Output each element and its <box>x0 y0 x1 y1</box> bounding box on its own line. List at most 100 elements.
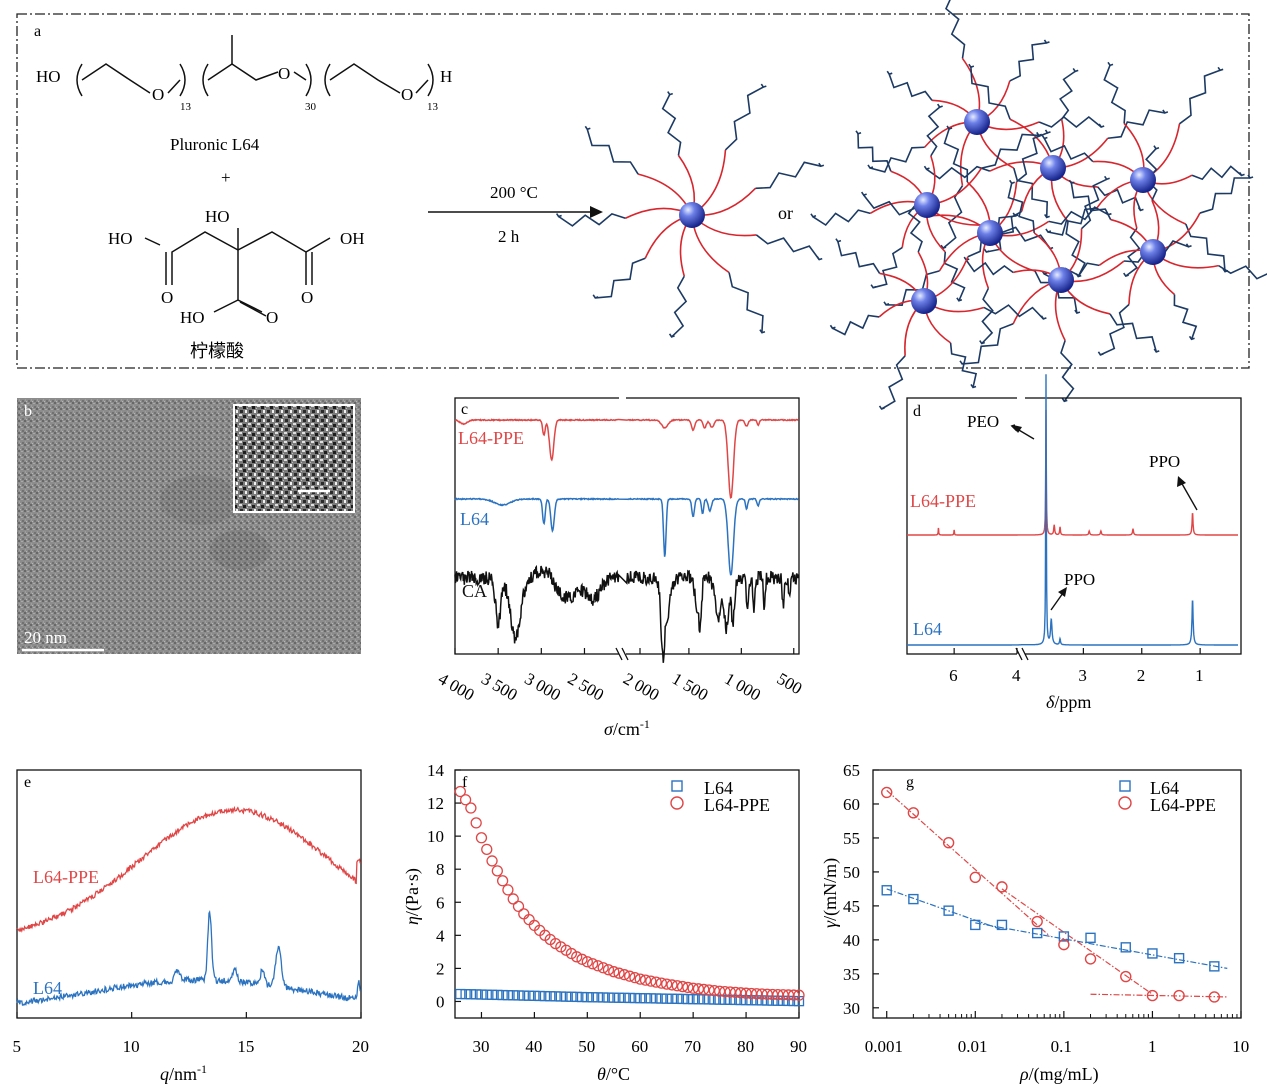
tem-inset <box>233 404 355 513</box>
visc-xtick: 80 <box>737 1037 754 1056</box>
visc-point-l64 <box>783 995 794 1007</box>
tens-ytick: 50 <box>843 863 860 882</box>
panel-g-frame <box>872 769 1242 1019</box>
visc-point-l64ppe <box>576 953 588 965</box>
visc-point-l64 <box>682 993 694 1005</box>
panel-e: e L64-PPE L64 5 10 15 20 q/nm-1 <box>13 769 369 1084</box>
tens-legend-marker-l64 <box>1119 780 1131 792</box>
visc-point-l64 <box>735 994 746 1006</box>
visc-point-l64 <box>613 992 625 1003</box>
visc-point-l64 <box>640 993 651 1004</box>
panel-a-label: a <box>34 23 41 40</box>
tens-point-l64ppe <box>1058 938 1070 951</box>
visc-point-l64ppe <box>486 855 498 867</box>
ann-ppo-bottom: PPO <box>1064 570 1095 589</box>
tens-point-l64 <box>1147 948 1158 959</box>
visc-point-l64ppe <box>666 979 678 991</box>
visc-point-l64 <box>619 992 630 1004</box>
saxs-series-l64ppe <box>16 805 361 933</box>
ftir-tick-label: 1 000 <box>721 669 764 705</box>
panel-b-label: b <box>24 403 32 420</box>
visc-point-l64 <box>465 989 477 1000</box>
panel-d-frame <box>906 397 1242 655</box>
tens-legend-marker-l64ppe <box>1118 796 1132 810</box>
ftir-series-l64 <box>454 497 800 576</box>
tens-point-l64 <box>943 905 954 916</box>
ftir-tick-label: 2 000 <box>620 669 663 705</box>
visc-point-l64 <box>656 993 667 1004</box>
tem-scale-text: 20 nm <box>24 628 67 647</box>
ftir-tick-label: 3 500 <box>478 669 521 705</box>
panel-a-frame <box>16 13 1250 369</box>
visc-ylabel: η/(Pa·s) <box>402 868 423 925</box>
visc-point-l64 <box>502 990 514 1001</box>
tens-ytick: 60 <box>843 795 860 814</box>
visc-point-l64 <box>529 990 540 1001</box>
tens-point-l64 <box>1209 961 1220 972</box>
visc-point-l64 <box>539 990 551 1002</box>
visc-point-l64ppe <box>676 980 689 993</box>
visc-point-l64ppe <box>602 964 615 976</box>
visc-point-l64ppe <box>518 908 530 920</box>
network-core <box>1040 155 1066 181</box>
nmr-label-l64: L64 <box>913 619 942 639</box>
network-core <box>1130 167 1156 193</box>
visc-point-l64 <box>772 995 783 1006</box>
visc-point-l64 <box>719 994 731 1005</box>
visc-point-l64 <box>767 995 778 1006</box>
visc-point-l64 <box>545 991 556 1002</box>
visc-xtick: 60 <box>631 1037 648 1056</box>
panel-g-label: g <box>906 774 914 791</box>
ca-o-left: O <box>161 288 173 307</box>
visc-point-l64 <box>608 992 619 1003</box>
visc-point-l64ppe <box>698 983 710 996</box>
visc-point-l64 <box>725 994 736 1005</box>
chem-o-1: O <box>152 85 164 104</box>
visc-point-l64 <box>661 993 672 1004</box>
visc-point-l64ppe <box>475 832 488 844</box>
ca-oh-right: OH <box>340 229 365 248</box>
visc-point-l64 <box>666 993 678 1004</box>
visc-point-l64ppe <box>597 962 609 974</box>
chem-o-3: O <box>401 85 413 104</box>
tens-legend-l64: L64 <box>1150 778 1179 798</box>
visc-point-l64 <box>746 995 757 1006</box>
visc-ytick: 0 <box>436 992 445 1011</box>
panel-a: a HO O O O H 13 30 13 Pluronic L64 <box>16 0 1267 410</box>
tens-ytick: 45 <box>843 897 860 916</box>
visc-point-l64ppe <box>655 977 668 989</box>
citric-name: 柠檬酸 <box>190 341 244 361</box>
visc-point-l64 <box>534 990 545 1002</box>
visc-point-l64 <box>550 991 561 1002</box>
visc-point-l64 <box>523 990 535 1001</box>
tens-point-l64ppe <box>1031 915 1043 928</box>
tens-point-l64 <box>970 919 981 931</box>
visc-point-l64 <box>624 992 635 1004</box>
visc-point-l64 <box>714 994 725 1005</box>
tens-point-l64 <box>1120 942 1131 953</box>
ftir-tick-label: 3 000 <box>521 669 564 705</box>
panel-d: d L64-PPE L64 PEO PPO PPO 6 4 3 2 1 δ/ppm <box>906 374 1242 712</box>
visc-xtick: 90 <box>790 1037 807 1056</box>
sub-13-a: 13 <box>180 101 192 113</box>
visc-point-l64ppe <box>650 976 662 988</box>
visc-point-l64 <box>508 990 519 1001</box>
visc-point-l64ppe <box>502 884 514 896</box>
ann-ppo-top: PPO <box>1149 452 1180 471</box>
visc-point-l64 <box>582 992 593 1003</box>
visc-point-l64 <box>471 989 482 1000</box>
visc-point-l64 <box>650 993 662 1004</box>
nmr-xlabel: δ/ppm <box>1046 692 1091 712</box>
visc-point-l64 <box>598 992 609 1003</box>
visc-point-l64 <box>587 992 598 1003</box>
nmr-tick-label: 2 <box>1137 666 1146 685</box>
visc-point-l64 <box>592 992 604 1003</box>
ftir-series-ca <box>454 564 800 663</box>
ftir-label-l64ppe: L64-PPE <box>458 428 524 448</box>
tens-xlabel: ρ/(mg/mL) <box>1019 1064 1099 1085</box>
nmr-series-l64 <box>907 374 1238 646</box>
tens-point-l64ppe <box>907 807 920 819</box>
nmr-tick-label: 4 <box>1012 666 1021 685</box>
visc-point-l64ppe <box>634 973 646 985</box>
